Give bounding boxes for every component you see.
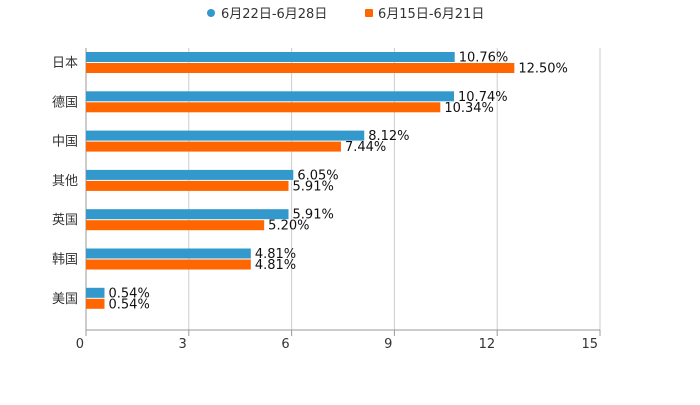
bar-1 [86, 287, 105, 298]
bar-2 [86, 298, 105, 309]
data-label: 7.44% [345, 140, 386, 155]
data-labels: 10.76%10.74%8.12%6.05%5.91%4.81%0.54%12.… [109, 51, 568, 313]
data-label: 4.81% [255, 258, 296, 273]
bar-1 [86, 130, 365, 141]
bar-2 [86, 141, 341, 152]
legend: 6月22日-6月28日 6月15日-6月21日 [207, 7, 484, 22]
data-label: 0.54% [109, 286, 150, 301]
bar-2 [86, 259, 251, 270]
category-label: 英国 [52, 213, 78, 228]
bar-1 [86, 91, 455, 102]
category-label: 德国 [52, 95, 78, 110]
category-label: 日本 [52, 56, 78, 71]
bars [86, 52, 515, 309]
legend-label-series-2: 6月15日-6月21日 [378, 7, 484, 22]
data-label: 6.05% [297, 168, 338, 183]
x-tick-label: 12 [479, 337, 496, 352]
legend-marker-series-2 [365, 9, 373, 17]
bar-2 [86, 102, 441, 113]
data-label: 10.74% [458, 90, 508, 105]
data-label: 0.54% [109, 297, 150, 312]
category-label: 韩国 [52, 253, 78, 268]
data-label: 5.91% [293, 179, 334, 194]
x-tick-label: 9 [384, 337, 392, 352]
category-label: 美国 [52, 292, 78, 307]
legend-label-series-1: 6月22日-6月28日 [221, 7, 327, 22]
bar-1 [86, 209, 289, 220]
x-tick-label: 0 [76, 337, 84, 352]
data-label: 10.76% [459, 51, 509, 66]
bar-2 [86, 180, 289, 191]
bar-2 [86, 63, 515, 73]
x-tick-label: 6 [281, 337, 289, 352]
bar-1 [86, 52, 455, 62]
bar-1 [86, 169, 294, 180]
x-tick-label: 3 [179, 337, 187, 352]
data-label: 8.12% [368, 129, 409, 144]
data-label: 10.34% [444, 101, 494, 116]
category-label: 中国 [52, 135, 78, 150]
data-label: 4.81% [255, 247, 296, 262]
legend-marker-series-1 [207, 9, 215, 17]
data-label: 5.91% [293, 208, 334, 223]
x-tick-label: 15 [581, 337, 598, 352]
bar-2 [86, 220, 265, 231]
data-label: 5.20% [268, 219, 309, 234]
bar-1 [86, 248, 251, 259]
data-label: 12.50% [518, 62, 568, 77]
category-label: 其他 [52, 174, 78, 189]
